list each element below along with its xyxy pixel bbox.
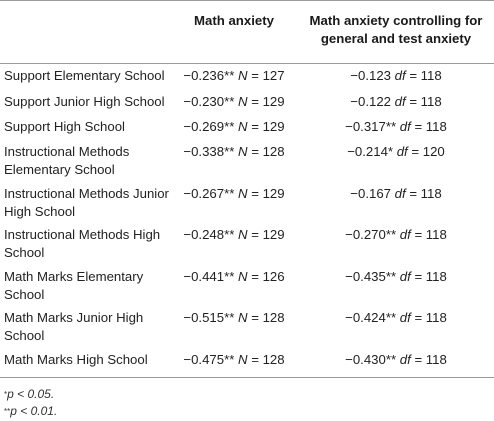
- math-anxiety-cell: −0.338** N = 128: [183, 144, 285, 159]
- math-anxiety-cell: −0.230** N = 129: [183, 94, 285, 109]
- math-anxiety-cell: −0.475** N = 128: [183, 352, 285, 367]
- math-anxiety-cell: −0.267** N = 129: [183, 186, 285, 201]
- math-anxiety-cell: −0.236** N = 127: [183, 68, 285, 83]
- math-anxiety-cell: −0.441** N = 126: [183, 269, 285, 284]
- row-label: Math Marks High School: [4, 352, 148, 367]
- table-footnotes: *p < 0.05. **p < 0.01.: [4, 386, 57, 420]
- controlled-cell: −0.122 df = 118: [350, 94, 442, 109]
- row-label: Math Marks Elementary School: [4, 269, 144, 302]
- controlled-cell: −0.435** df = 118: [345, 269, 447, 284]
- row-label: Instructional Methods Elementary School: [4, 144, 130, 177]
- footnote-p05: *p < 0.05.: [4, 387, 55, 401]
- row-label: Support Elementary School: [4, 68, 165, 83]
- footnote-p01: **p < 0.01.: [4, 404, 58, 418]
- top-rule: [0, 0, 494, 1]
- math-anxiety-cell: −0.269** N = 129: [183, 119, 285, 134]
- controlled-cell: −0.430** df = 118: [345, 352, 447, 367]
- math-anxiety-cell: −0.248** N = 129: [183, 227, 285, 242]
- header-math-anxiety-controlled: Math anxiety controlling for general and…: [309, 13, 483, 46]
- row-label: Support High School: [4, 119, 125, 134]
- controlled-cell: −0.214* df = 120: [347, 144, 445, 159]
- controlled-cell: −0.270** df = 118: [345, 227, 447, 242]
- header-math-anxiety: Math anxiety: [194, 13, 274, 28]
- row-label: Instructional Methods Junior High School: [4, 186, 169, 219]
- row-label: Support Junior High School: [4, 94, 165, 109]
- controlled-cell: −0.424** df = 118: [345, 310, 447, 325]
- row-label: Math Marks Junior High School: [4, 310, 144, 343]
- controlled-cell: −0.167 df = 118: [350, 186, 442, 201]
- bottom-rule: [0, 377, 494, 378]
- math-anxiety-cell: −0.515** N = 128: [183, 310, 285, 325]
- header-rule: [0, 63, 494, 64]
- controlled-cell: −0.123 df = 118: [350, 68, 442, 83]
- row-label: Instructional Methods High School: [4, 227, 161, 260]
- controlled-cell: −0.317** df = 118: [345, 119, 447, 134]
